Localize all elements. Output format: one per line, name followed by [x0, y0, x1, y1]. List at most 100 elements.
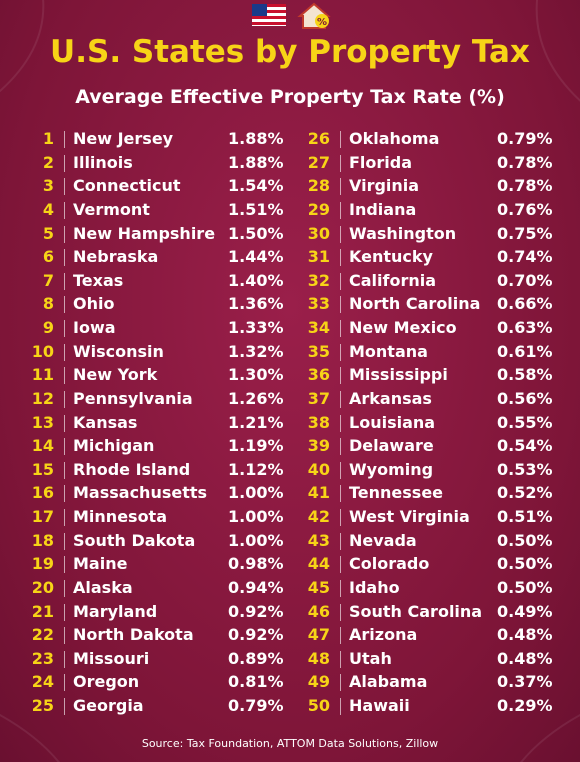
divider	[340, 367, 341, 385]
rate: 0.92%	[228, 601, 284, 621]
rank: 1	[42, 129, 54, 148]
divider	[340, 650, 341, 668]
state: Hawaii	[349, 696, 410, 716]
rate: 0.94%	[228, 577, 284, 597]
rate: 1.36%	[228, 294, 284, 314]
divider	[64, 178, 65, 196]
divider	[340, 414, 341, 432]
divider	[64, 201, 65, 219]
rank: 29	[307, 199, 330, 219]
rate: 1.00%	[228, 483, 284, 503]
state: Wisconsin	[73, 341, 164, 361]
rate: 0.66%	[497, 294, 553, 314]
rank: 23	[31, 648, 54, 668]
rank: 12	[31, 388, 54, 408]
rate: 1.12%	[228, 459, 284, 479]
rank: 20	[31, 577, 54, 597]
state: Utah	[349, 648, 392, 668]
rate: 0.50%	[497, 530, 553, 550]
rank: 45	[307, 577, 330, 597]
divider	[340, 272, 341, 290]
rate: 0.78%	[497, 176, 553, 196]
state: Idaho	[349, 577, 400, 597]
rank: 40	[307, 459, 330, 479]
divider	[64, 556, 65, 574]
state: Michigan	[73, 436, 155, 456]
rate: 1.19%	[228, 436, 284, 456]
rank: 25	[31, 696, 54, 716]
rank: 7	[42, 270, 54, 290]
rate: 1.33%	[228, 318, 284, 338]
state: Montana	[349, 341, 428, 361]
rank: 35	[307, 341, 330, 361]
state: New Mexico	[349, 318, 457, 338]
divider	[340, 603, 341, 621]
rate: 0.48%	[497, 625, 553, 645]
state: Iowa	[73, 318, 116, 338]
source: Source: Tax Foundation, ATTOM Data Solut…	[141, 737, 439, 750]
rank: 26	[307, 129, 330, 148]
divider	[340, 556, 341, 574]
rate: 0.98%	[228, 554, 284, 574]
state: West Virginia	[349, 507, 470, 527]
rank: 28	[307, 176, 330, 196]
rate: 1.40%	[228, 270, 284, 290]
state: South Carolina	[349, 601, 483, 621]
divider	[64, 367, 65, 385]
rate: 0.55%	[497, 412, 553, 432]
rate: 0.48%	[497, 648, 553, 668]
divider	[340, 509, 341, 527]
rank: 34	[307, 318, 330, 338]
rank: 22	[31, 625, 54, 645]
rank: 18	[31, 530, 54, 550]
state: Mississippi	[349, 365, 448, 385]
divider	[340, 532, 341, 550]
state: Ohio	[73, 294, 115, 314]
rate: 0.52%	[497, 483, 553, 503]
rate: 0.76%	[497, 199, 553, 219]
rate: 0.29%	[497, 696, 553, 716]
rank: 36	[307, 365, 330, 385]
rate: 0.58%	[497, 365, 553, 385]
rank: 30	[307, 223, 330, 243]
state: Wyoming	[349, 459, 434, 479]
rank: 32	[307, 270, 330, 290]
state: California	[349, 270, 437, 290]
state: Rhode Island	[73, 459, 191, 479]
divider	[340, 225, 341, 243]
state: Oregon	[73, 672, 140, 692]
rate: 1.51%	[228, 199, 284, 219]
rate: 1.88%	[228, 152, 284, 172]
rank: 33	[307, 294, 330, 314]
state: Alaska	[73, 577, 133, 597]
divider	[340, 178, 341, 196]
rank: 15	[31, 459, 54, 479]
divider	[340, 201, 341, 219]
divider	[64, 509, 65, 527]
divider	[340, 579, 341, 597]
state: North Carolina	[349, 294, 481, 314]
rate: 0.49%	[497, 601, 553, 621]
rate: 1.32%	[228, 341, 284, 361]
rate: 0.61%	[497, 341, 553, 361]
rank: 39	[307, 436, 330, 456]
rate: 0.74%	[497, 247, 553, 267]
divider	[64, 485, 65, 503]
flag-icon	[252, 4, 286, 26]
state: Missouri	[73, 648, 150, 668]
divider	[340, 249, 341, 267]
divider	[64, 674, 65, 692]
rank: 49	[307, 672, 330, 692]
rate: 0.75%	[497, 223, 553, 243]
state: New Jersey	[73, 129, 174, 148]
rank: 41	[307, 483, 330, 503]
divider	[340, 390, 341, 408]
state: Kentucky	[349, 247, 433, 267]
rate: 1.54%	[228, 176, 284, 196]
state: Florida	[349, 152, 413, 172]
rank: 50	[307, 696, 330, 716]
rate: 0.81%	[228, 672, 284, 692]
divider	[64, 698, 65, 716]
state: Washington	[349, 223, 457, 243]
